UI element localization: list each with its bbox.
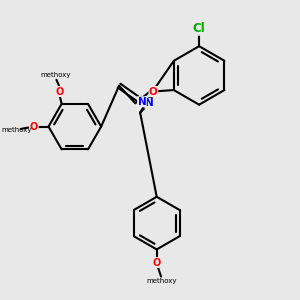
Text: Cl: Cl bbox=[193, 22, 206, 35]
Text: methoxy: methoxy bbox=[147, 278, 177, 284]
Text: methoxy: methoxy bbox=[1, 127, 31, 133]
Text: N: N bbox=[137, 97, 146, 107]
Text: N: N bbox=[145, 98, 154, 108]
Text: O: O bbox=[149, 86, 158, 97]
Text: methoxy: methoxy bbox=[40, 72, 71, 78]
Text: O: O bbox=[30, 122, 38, 132]
Text: O: O bbox=[55, 86, 64, 97]
Text: O: O bbox=[153, 258, 161, 268]
